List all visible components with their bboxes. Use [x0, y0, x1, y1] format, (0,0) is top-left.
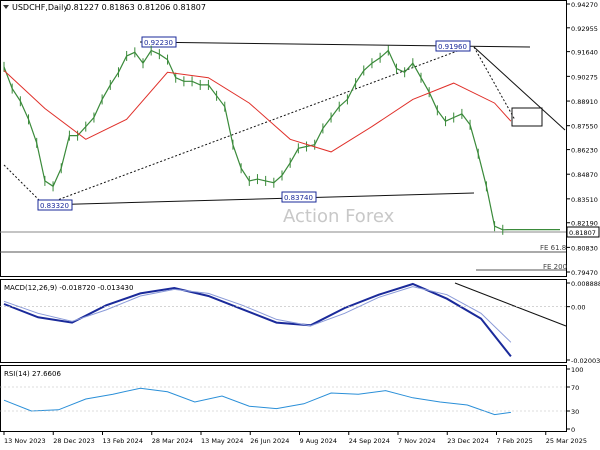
- x-tick-label: 13 Nov 2023: [4, 437, 46, 445]
- x-tick-label: 9 Aug 2024: [300, 437, 338, 445]
- rsi-tick-label: 30: [571, 408, 579, 416]
- last-price-box: [566, 226, 600, 238]
- label-low-2: 0.83740: [284, 194, 313, 202]
- label-high-2-box: [435, 40, 471, 52]
- price-tick-label: 0.94270: [571, 1, 598, 9]
- price-series: [3, 45, 560, 235]
- moving-average: [3, 70, 512, 153]
- rsi-series: [3, 387, 511, 416]
- price-tick-label: 0.91640: [571, 49, 598, 57]
- signal-line: [3, 286, 512, 343]
- downtrend-line: [473, 46, 566, 131]
- x-tick-label: 28 Dec 2023: [53, 437, 95, 445]
- macd-line: [3, 282, 512, 358]
- price-tick-label: 0.87550: [571, 123, 598, 131]
- price-tick-label: 0.86230: [571, 147, 598, 155]
- rsi-tick-label: 100: [571, 366, 583, 374]
- macd-tick-label: 0.00: [571, 304, 585, 312]
- price-tick-label: 0.82190: [571, 220, 598, 228]
- x-tick-label: 25 Mar 2025: [546, 437, 587, 445]
- label-high-2: 0.91960: [438, 43, 467, 51]
- symbol-label: USDCHF,Daily: [12, 3, 68, 12]
- price-tick-label: 0.88910: [571, 98, 598, 106]
- macd-tick-label: 0.008888: [571, 280, 600, 288]
- header-icon: [3, 5, 9, 9]
- price-tick-label: 0.84870: [571, 171, 598, 179]
- label-high-1: 0.92230: [144, 39, 173, 47]
- label-low-2-box: [281, 191, 317, 203]
- x-tick-label: 24 Sep 2024: [349, 437, 390, 445]
- trendlines: 0.83320 0.92230 0.83740 0.91960 FE 61.8 FE 20…: [0, 36, 567, 271]
- rsi-tick-label: 0: [571, 426, 575, 434]
- rsi-line: [3, 387, 511, 416]
- last-price-label: 0.81807: [569, 229, 596, 237]
- channel-dotted-line: [43, 49, 461, 206]
- price-tick-label: 0.92955: [571, 25, 598, 33]
- price-line: [3, 49, 560, 231]
- macd-y-axis: 0.008888 0.00 -0.020034: [0, 280, 600, 365]
- x-axis: 13 Nov 2023 28 Dec 2023 13 Feb 2024 28 Mar …: [3, 431, 587, 445]
- left-dotted-line: [3, 164, 45, 206]
- consolidation-box: [511, 107, 543, 127]
- price-tick-label: 0.83510: [571, 196, 598, 204]
- fe618-label: FE 61.8: [540, 244, 566, 252]
- label-low-1-box: [37, 199, 73, 211]
- x-tick-label: 13 May 2024: [201, 437, 243, 445]
- price-tick-label: 0.79470: [571, 269, 598, 277]
- macd-tick-label: -0.020034: [571, 357, 600, 365]
- macd-series: [3, 282, 567, 358]
- label-high-1-box: [141, 36, 177, 48]
- rsi-title: RSI(14) 27.6606: [4, 370, 61, 378]
- macd-trendline: [454, 282, 567, 327]
- support-trendline: [43, 192, 475, 206]
- ma-line: [3, 70, 512, 153]
- label-low-1: 0.83320: [40, 202, 69, 210]
- x-tick-label: 7 Feb 2025: [497, 437, 533, 445]
- fe200-label: FE 200: [543, 263, 567, 271]
- rsi-panel: [0, 365, 567, 432]
- x-tick-label: 23 Dec 2024: [447, 437, 489, 445]
- price-y-axis: 0.94270 0.92955 0.91640 0.90275 0.88910 0.875…: [566, 1, 600, 277]
- x-tick-label: 7 Nov 2024: [398, 437, 436, 445]
- x-tick-label: 13 Feb 2024: [103, 437, 143, 445]
- ohlc-readout: 0.81227 0.81863 0.81206 0.81807: [66, 3, 206, 12]
- rsi-tick-label: 70: [571, 384, 579, 392]
- price-tick-label: 0.90275: [571, 73, 598, 81]
- x-tick-label: 26 Jun 2024: [250, 437, 289, 445]
- price-tick-label: 0.80830: [571, 244, 598, 252]
- watermark: Action Forex: [283, 206, 395, 227]
- macd-title: MACD(12,26,9) -0.018720 -0.013430: [4, 284, 133, 292]
- downtrend-dotted: [473, 46, 516, 121]
- x-tick-label: 28 Mar 2024: [152, 437, 193, 445]
- rsi-y-axis: 100 70 30 0: [0, 366, 583, 434]
